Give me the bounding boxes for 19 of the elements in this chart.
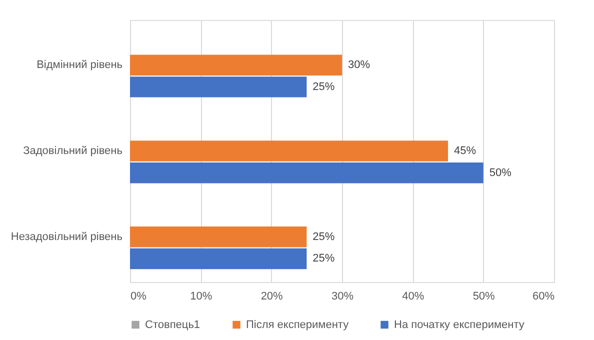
data-label: 25% xyxy=(312,230,335,243)
legend-label: Після експерименту xyxy=(246,318,350,331)
x-tick-label: 10% xyxy=(190,290,212,302)
data-label: 25% xyxy=(312,252,335,265)
x-tick-label: 50% xyxy=(472,290,496,302)
y-tick-label: Задовільний рівень xyxy=(23,145,123,157)
legend-label: На початку експерименту xyxy=(394,318,525,331)
x-tick-label: 30% xyxy=(331,290,354,302)
data-label: 50% xyxy=(489,166,512,179)
data-label: 30% xyxy=(348,59,370,72)
legend-label: Стовпець1 xyxy=(145,318,200,331)
y-tick-label: Відмінний рівень xyxy=(36,59,123,72)
x-tick-label: 0% xyxy=(130,290,147,302)
x-tick-label: 20% xyxy=(260,290,284,302)
x-tick-label: 60% xyxy=(532,290,555,302)
data-label: 45% xyxy=(454,145,476,157)
x-tick-label: 40% xyxy=(402,290,424,302)
y-tick-label: Незадовільний рівень xyxy=(10,230,123,243)
data-label: 25% xyxy=(312,80,335,93)
